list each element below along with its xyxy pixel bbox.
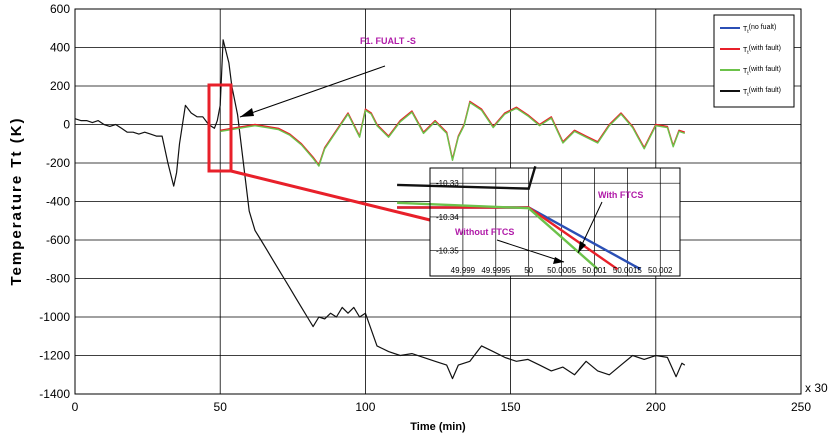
x-multiplier-label: x 30 xyxy=(805,381,828,395)
inset-y-tick-label: -10.34 xyxy=(436,213,459,222)
x-tick-label: 0 xyxy=(72,400,79,414)
y-tick-label: 400 xyxy=(50,41,70,55)
y-axis-label: Temperature Tt (K) xyxy=(8,116,25,285)
inset-x-tick-label: 50.001 xyxy=(582,266,607,275)
zoom-connector-line xyxy=(230,169,431,222)
inset-x-tick-label: 50.0015 xyxy=(613,266,642,275)
x-tick-label: 50 xyxy=(214,400,228,414)
x-tick-label: 100 xyxy=(355,400,375,414)
inset-y-tick-labels: -10.33 -10.34 -10.35 xyxy=(436,179,459,256)
y-tick-label: -1200 xyxy=(39,349,70,363)
y-tick-label: -400 xyxy=(46,195,70,209)
legend-entry: Tt(with fault) xyxy=(743,66,781,77)
inset-arrowhead-without-ftcs xyxy=(553,257,564,264)
y-tick-label: -800 xyxy=(46,272,70,286)
inset-arrowhead-with-ftcs xyxy=(578,241,586,253)
inset-frame xyxy=(429,167,681,277)
inset-x-tick-labels: 49.999 49.9995 50 50.0005 50.001 50.0015 50.00… xyxy=(451,266,673,275)
fault-highlight-box xyxy=(207,83,233,173)
y-tick-labels: 600 400 200 0 -200 -400 -600 -800 -1000 -1200 -140… xyxy=(39,2,70,401)
inset-y-tick-label: -10.35 xyxy=(436,247,459,256)
series-line-0 xyxy=(74,39,686,380)
fault-annotation: F1. FUALT -S xyxy=(360,36,416,46)
legend-entry: Tt(no fualt) xyxy=(743,24,776,35)
y-tick-label: 600 xyxy=(50,2,70,16)
y-tick-label: -600 xyxy=(46,233,70,247)
y-tick-label: 200 xyxy=(50,79,70,93)
inset-series-lines xyxy=(397,165,642,271)
inset-y-tick-label: -10.33 xyxy=(436,179,459,188)
inset-label-without-ftcs: Without FTCS xyxy=(455,227,514,237)
inset-line-3 xyxy=(397,165,537,190)
series-line-1 xyxy=(220,100,686,166)
legend: Tt(no fualt) Tt(with fault) Tt(with fault)… xyxy=(713,14,795,108)
y-tick-label: -1000 xyxy=(39,310,70,324)
inset-x-tick-label: 50 xyxy=(524,266,533,275)
x-tick-label: 150 xyxy=(501,400,521,414)
plot-frame xyxy=(74,8,802,395)
legend-entry: Tt(with fault) xyxy=(743,87,781,98)
inset-line-2 xyxy=(397,201,599,271)
inset-label-with-ftcs: With FTCS xyxy=(598,190,643,200)
x-tick-label: 250 xyxy=(791,400,811,414)
legend-entry: Tt(with fault) xyxy=(743,45,781,56)
inset-x-tick-label: 50.0005 xyxy=(547,266,576,275)
inset-x-tick-label: 50.002 xyxy=(648,266,673,275)
y-tick-label: -1400 xyxy=(39,387,70,401)
inset-zoom-chart: 49.999 49.9995 50 50.0005 50.001 50.0015 50.00… xyxy=(397,165,681,277)
x-tick-labels: 0 50 100 150 200 250 xyxy=(72,400,812,414)
x-axis-label: Time (min) xyxy=(410,421,466,433)
inset-arrow-without-ftcs xyxy=(496,239,565,263)
inset-grid-lines xyxy=(430,168,680,276)
fault-annotation-arrowhead xyxy=(240,108,254,117)
x-tick-label: 200 xyxy=(646,400,666,414)
inset-x-tick-label: 49.9995 xyxy=(481,266,510,275)
fault-annotation-arrow xyxy=(239,65,386,118)
inset-x-tick-label: 49.999 xyxy=(451,266,476,275)
series-lines xyxy=(74,39,686,380)
series-line-2 xyxy=(220,101,686,167)
y-tick-label: 0 xyxy=(63,118,70,132)
y-tick-label: -200 xyxy=(46,156,70,170)
